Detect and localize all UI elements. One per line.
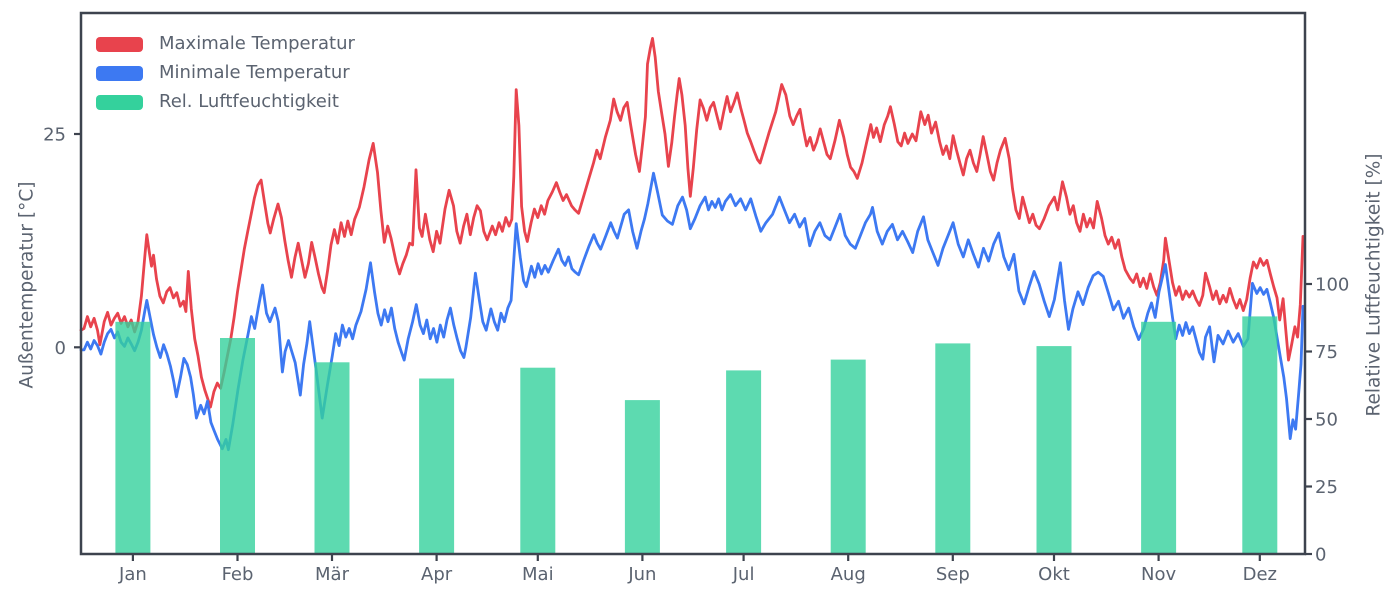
x-tick-label-okt: Okt <box>1038 564 1070 585</box>
humidity-bar-jul <box>726 370 762 554</box>
right-tick-label-0: 0 <box>1315 545 1326 566</box>
legend: Maximale Temperatur Minimale Temperatur … <box>96 33 355 112</box>
humidity-bar-nov <box>1141 321 1177 554</box>
humidity-bar-aug <box>830 359 866 554</box>
min-temp-swatch-icon <box>96 65 143 81</box>
legend-label-humidity: Rel. Luftfeuchtigkeit <box>159 91 339 112</box>
x-tick-label-mai: Mai <box>522 564 554 585</box>
left-tick-label-25: 25 <box>43 125 66 146</box>
legend-item-min-temp: Minimale Temperatur <box>96 62 355 83</box>
right-tick-label-25: 25 <box>1315 477 1338 498</box>
humidity-bar-dez <box>1242 316 1278 554</box>
legend-item-humidity: Rel. Luftfeuchtigkeit <box>96 91 355 112</box>
left-axis-title: Außentemperatur [°C] <box>16 181 38 389</box>
humidity-bar-sep <box>935 343 971 554</box>
humidity-bar-jun <box>624 400 660 554</box>
legend-label-min-temp: Minimale Temperatur <box>159 62 350 83</box>
humidity-swatch-icon <box>96 94 143 110</box>
humidity-bar-mär <box>314 362 350 554</box>
humidity-bar-jan <box>115 321 151 554</box>
min-temp-line <box>79 171 1305 452</box>
x-tick-label-sep: Sep <box>936 564 970 585</box>
x-tick-label-mär: Mär <box>315 564 350 585</box>
right-tick-label-75: 75 <box>1315 342 1338 363</box>
x-tick-label-feb: Feb <box>222 564 254 585</box>
humidity-bar-mai <box>520 367 556 554</box>
x-tick-label-dez: Dez <box>1243 564 1277 585</box>
x-tick-label-apr: Apr <box>421 564 453 585</box>
right-axis-title: Relative Luftfeuchtigkeit [%] <box>1363 153 1385 417</box>
right-tick-label-100: 100 <box>1315 275 1349 296</box>
x-tick-label-jan: Jan <box>118 564 147 585</box>
legend-item-max-temp: Maximale Temperatur <box>96 33 355 54</box>
x-tick-label-jun: Jun <box>627 564 656 585</box>
x-tick-label-nov: Nov <box>1141 564 1176 585</box>
x-tick-label-jul: Jul <box>732 564 755 585</box>
x-tick-label-aug: Aug <box>831 564 866 585</box>
humidity-bar-apr <box>419 378 455 554</box>
legend-label-max-temp: Maximale Temperatur <box>159 33 355 54</box>
max-temp-swatch-icon <box>96 36 143 52</box>
right-tick-label-50: 50 <box>1315 410 1338 431</box>
humidity-bar-okt <box>1036 346 1072 554</box>
left-tick-label-0: 0 <box>55 338 66 359</box>
humidity-bar-feb <box>220 338 255 554</box>
max-temp-line <box>79 37 1305 409</box>
